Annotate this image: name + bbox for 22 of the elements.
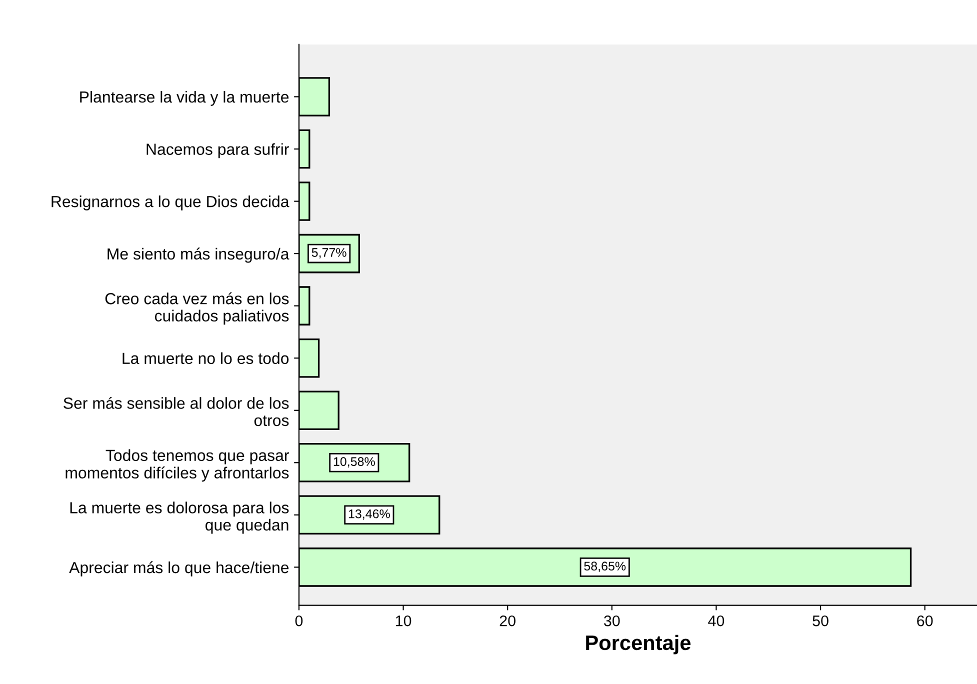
x-tick-label: 40 (708, 615, 724, 626)
data-label: 5,77% (312, 248, 346, 258)
y-tick-label: Resignarnos a lo que Dios decida (52, 195, 290, 210)
x-tick-label: 10 (396, 615, 412, 626)
y-tick-label: Todos tenemos que pasar momentos difíciles y afrontarlos (66, 449, 289, 482)
y-tick-label: La muerte no lo es todo (122, 352, 289, 364)
y-tick-label: La muerte es dolorosa para los que quedan (70, 502, 289, 534)
data-label: 58,65% (584, 562, 626, 572)
y-tick-label: Apreciar más lo que hace/tiene (69, 561, 289, 576)
x-tick-label: 20 (500, 615, 516, 626)
x-tick-label: 60 (917, 615, 933, 626)
x-tick-label: 30 (604, 615, 620, 626)
y-tick-label: Me siento más inseguro/a (108, 248, 290, 263)
data-label: 13,46% (348, 509, 390, 520)
y-tick-label: Creo cada vez más en los cuidados paliativos (105, 292, 289, 325)
x-tick-label: 50 (812, 615, 828, 626)
x-tick-label: 0 (295, 615, 303, 626)
x-axis-title: Porcentaje (586, 634, 691, 654)
y-tick-label: Ser más sensible al dolor de los otros (64, 396, 289, 426)
data-label: 10,58% (334, 457, 375, 468)
y-tick-label: Nacemos para sufrir (146, 143, 289, 158)
y-tick-label: Plantearse la vida y la muerte (80, 90, 289, 106)
